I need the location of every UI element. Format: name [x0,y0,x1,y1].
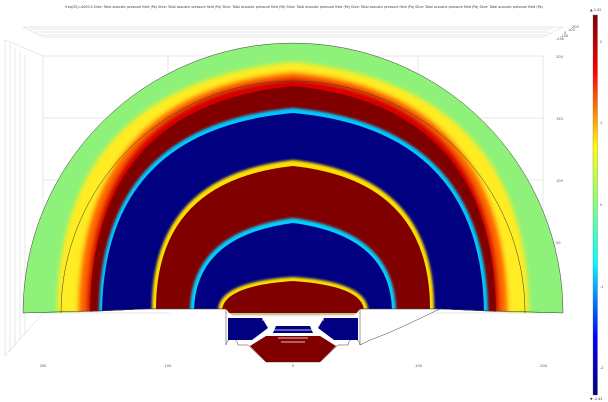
speaker-cavity [146,308,441,363]
colorbar-min-label: ▼ -2.42 [590,397,602,401]
y-tick-label: 150 [556,117,564,121]
colorbar-gradient [592,14,598,396]
cavity-right-chamber [318,318,358,340]
depth-axis-ticks: -200 -100 0 100 200 [556,25,580,41]
colorbar-max-label: ▲ 2.42 [590,8,601,12]
colorbar-tick-label: 1 [600,121,602,125]
depth-tick-label: -100 [560,34,569,38]
x-tick-label: -200 [539,364,548,368]
y-tick-label: 200 [556,55,564,59]
colorbar-tick-label: -1 [600,285,603,289]
colorbar-tick-label: 2 [600,40,602,44]
x-tick-label: 100 [165,364,173,368]
colorbar-tick-label: 0 [600,203,602,207]
y-axis-ticks: 200 150 100 50 [556,55,564,245]
driver-center [273,326,313,333]
y-tick-label: 50 [556,241,561,245]
cavity-bottom-chamber [250,336,336,362]
x-axis-ticks: 200 100 0 -100 -200 [40,364,548,368]
positive-wavefront-3 [221,281,365,313]
plot-title: freq(32)=4000.0 Slice: Total acoustic pr… [65,5,543,9]
x-tick-label: 200 [40,364,48,368]
x-tick-label: 0 [292,364,295,368]
y-tick-label: 100 [556,179,564,183]
cavity-left-chamber [228,318,268,340]
depth-tick-label: 0 [564,31,567,35]
depth-tick-label: -200 [556,37,565,41]
driver-outline [262,319,324,343]
colorbar: ▲ 2.42 2 1 0 -1 -2 ▼ -2.42 [590,8,603,401]
depth-tick-label: 100 [568,28,576,32]
pressure-field [23,43,563,313]
x-tick-label: -100 [414,364,423,368]
colorbar-tick-label: -2 [600,366,603,370]
depth-tick-label: 200 [572,25,580,29]
